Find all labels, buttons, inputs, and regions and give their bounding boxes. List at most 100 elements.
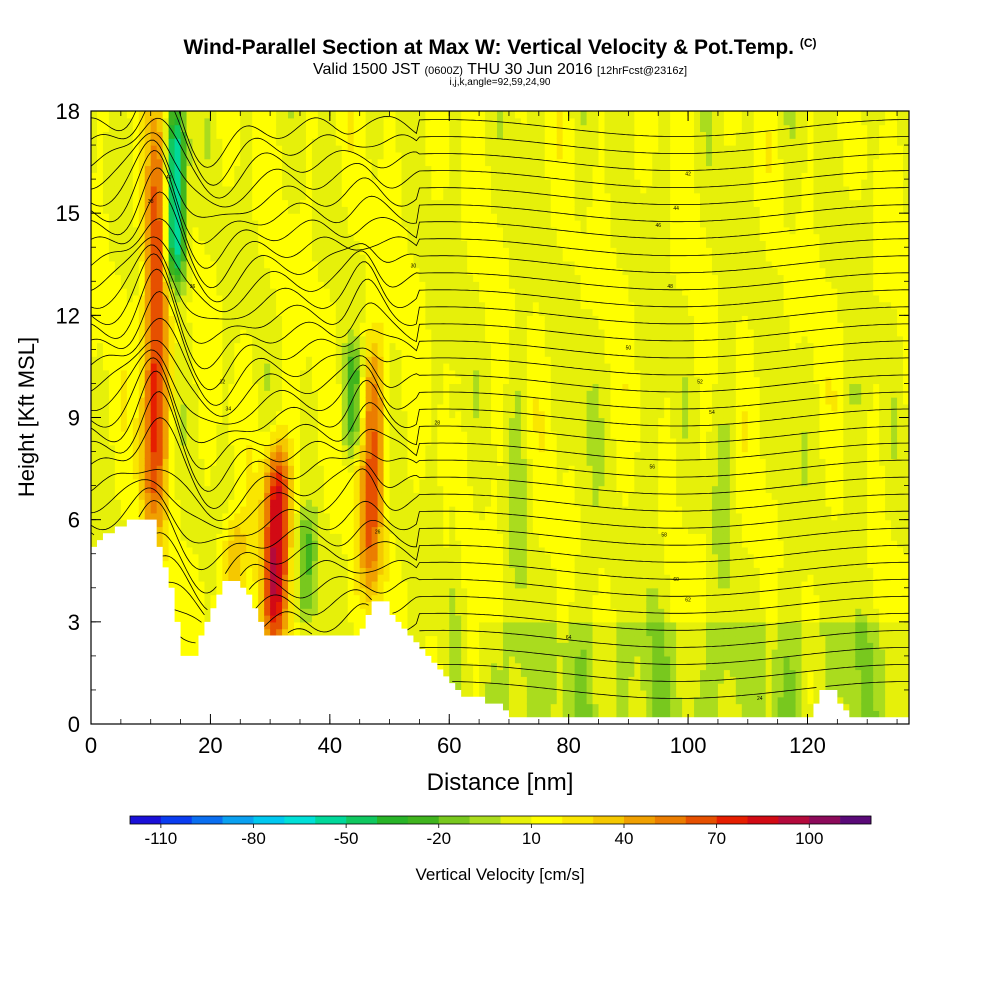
velocity-cell — [329, 179, 337, 187]
velocity-cell — [108, 315, 116, 323]
velocity-cell — [108, 471, 116, 480]
velocity-cell — [252, 335, 259, 344]
velocity-cell — [180, 397, 188, 405]
velocity-cell — [108, 213, 116, 221]
velocity-cell — [126, 124, 134, 133]
velocity-cell — [91, 138, 98, 146]
velocity-cell — [180, 294, 188, 303]
velocity-cell — [144, 335, 152, 344]
velocity-cell — [228, 492, 235, 500]
velocity-cell — [252, 594, 259, 602]
velocity-cell — [180, 540, 188, 548]
velocity-cell — [294, 145, 301, 153]
velocity-cell — [347, 356, 355, 364]
velocity-cell — [413, 199, 420, 207]
velocity-cell — [144, 356, 152, 364]
velocity-cell — [102, 233, 110, 242]
velocity-cell — [401, 328, 409, 337]
velocity-cell — [407, 172, 415, 180]
velocity-cell — [168, 356, 176, 364]
velocity-cell — [114, 363, 122, 371]
velocity-cell — [317, 465, 325, 473]
velocity-cell — [341, 492, 349, 500]
velocity-cell — [270, 471, 277, 480]
velocity-cell — [180, 424, 188, 432]
velocity-cell — [299, 526, 307, 534]
velocity-cell — [192, 151, 200, 160]
velocity-cell — [144, 403, 152, 412]
velocity-cell — [305, 601, 313, 609]
velocity-cell — [329, 526, 337, 534]
velocity-cell — [353, 206, 361, 214]
velocity-cell — [329, 437, 337, 446]
velocity-cell — [401, 580, 409, 589]
velocity-cell — [401, 485, 409, 494]
velocity-cell — [144, 410, 152, 419]
velocity-cell — [192, 635, 200, 643]
velocity-cell — [108, 424, 116, 432]
velocity-cell — [96, 533, 104, 541]
velocity-cell — [216, 403, 223, 412]
velocity-cell — [120, 219, 128, 228]
velocity-cell — [246, 335, 253, 344]
velocity-cell — [174, 519, 182, 528]
velocity-cell — [240, 111, 247, 119]
velocity-cell — [305, 281, 313, 289]
velocity-cell — [216, 363, 223, 371]
velocity-cell — [413, 281, 420, 289]
velocity-cell — [288, 615, 295, 623]
velocity-cell — [222, 424, 229, 432]
velocity-cell — [156, 151, 164, 160]
velocity-cell — [234, 219, 241, 228]
velocity-cell — [317, 111, 325, 119]
velocity-cell — [323, 213, 331, 221]
velocity-cell — [347, 417, 355, 425]
velocity-cell — [126, 328, 134, 337]
velocity-cell — [102, 369, 110, 378]
velocity-cell — [305, 546, 313, 555]
velocity-cell — [270, 383, 277, 391]
velocity-cell — [264, 138, 271, 146]
velocity-cell — [156, 485, 164, 494]
velocity-cell — [91, 260, 98, 269]
velocity-cell — [168, 111, 176, 119]
velocity-cell — [216, 349, 223, 357]
velocity-cell — [198, 492, 206, 500]
velocity-cell — [252, 322, 259, 330]
velocity-cell — [365, 151, 373, 160]
velocity-cell — [96, 117, 104, 126]
velocity-cell — [395, 471, 403, 480]
velocity-cell — [377, 560, 385, 568]
velocity-cell — [204, 158, 212, 167]
velocity-cell — [120, 233, 128, 242]
velocity-cell — [264, 403, 271, 412]
velocity-cell — [204, 369, 212, 378]
velocity-cell — [204, 410, 212, 419]
velocity-cell — [192, 526, 200, 534]
velocity-cell — [323, 247, 331, 255]
velocity-cell — [222, 301, 229, 310]
velocity-cell — [162, 206, 170, 214]
velocity-cell — [282, 240, 289, 248]
velocity-cell — [305, 294, 313, 303]
velocity-cell — [246, 151, 253, 160]
velocity-cell — [305, 478, 313, 487]
velocity-cell — [91, 308, 98, 316]
velocity-cell — [240, 437, 247, 446]
velocity-cell — [377, 185, 385, 194]
velocity-cell — [389, 397, 397, 405]
velocity-cell — [383, 397, 391, 405]
velocity-cell — [132, 172, 140, 180]
velocity-cell — [91, 342, 98, 350]
velocity-cell — [282, 451, 289, 459]
velocity-cell — [282, 199, 289, 207]
velocity-cell — [329, 342, 337, 350]
velocity-cell — [401, 431, 409, 439]
velocity-cell — [264, 437, 271, 446]
velocity-cell — [270, 274, 277, 282]
velocity-cell — [353, 465, 361, 473]
velocity-cell — [395, 410, 403, 419]
velocity-cell — [114, 390, 122, 398]
velocity-cell — [252, 281, 259, 289]
velocity-cell — [198, 410, 206, 419]
